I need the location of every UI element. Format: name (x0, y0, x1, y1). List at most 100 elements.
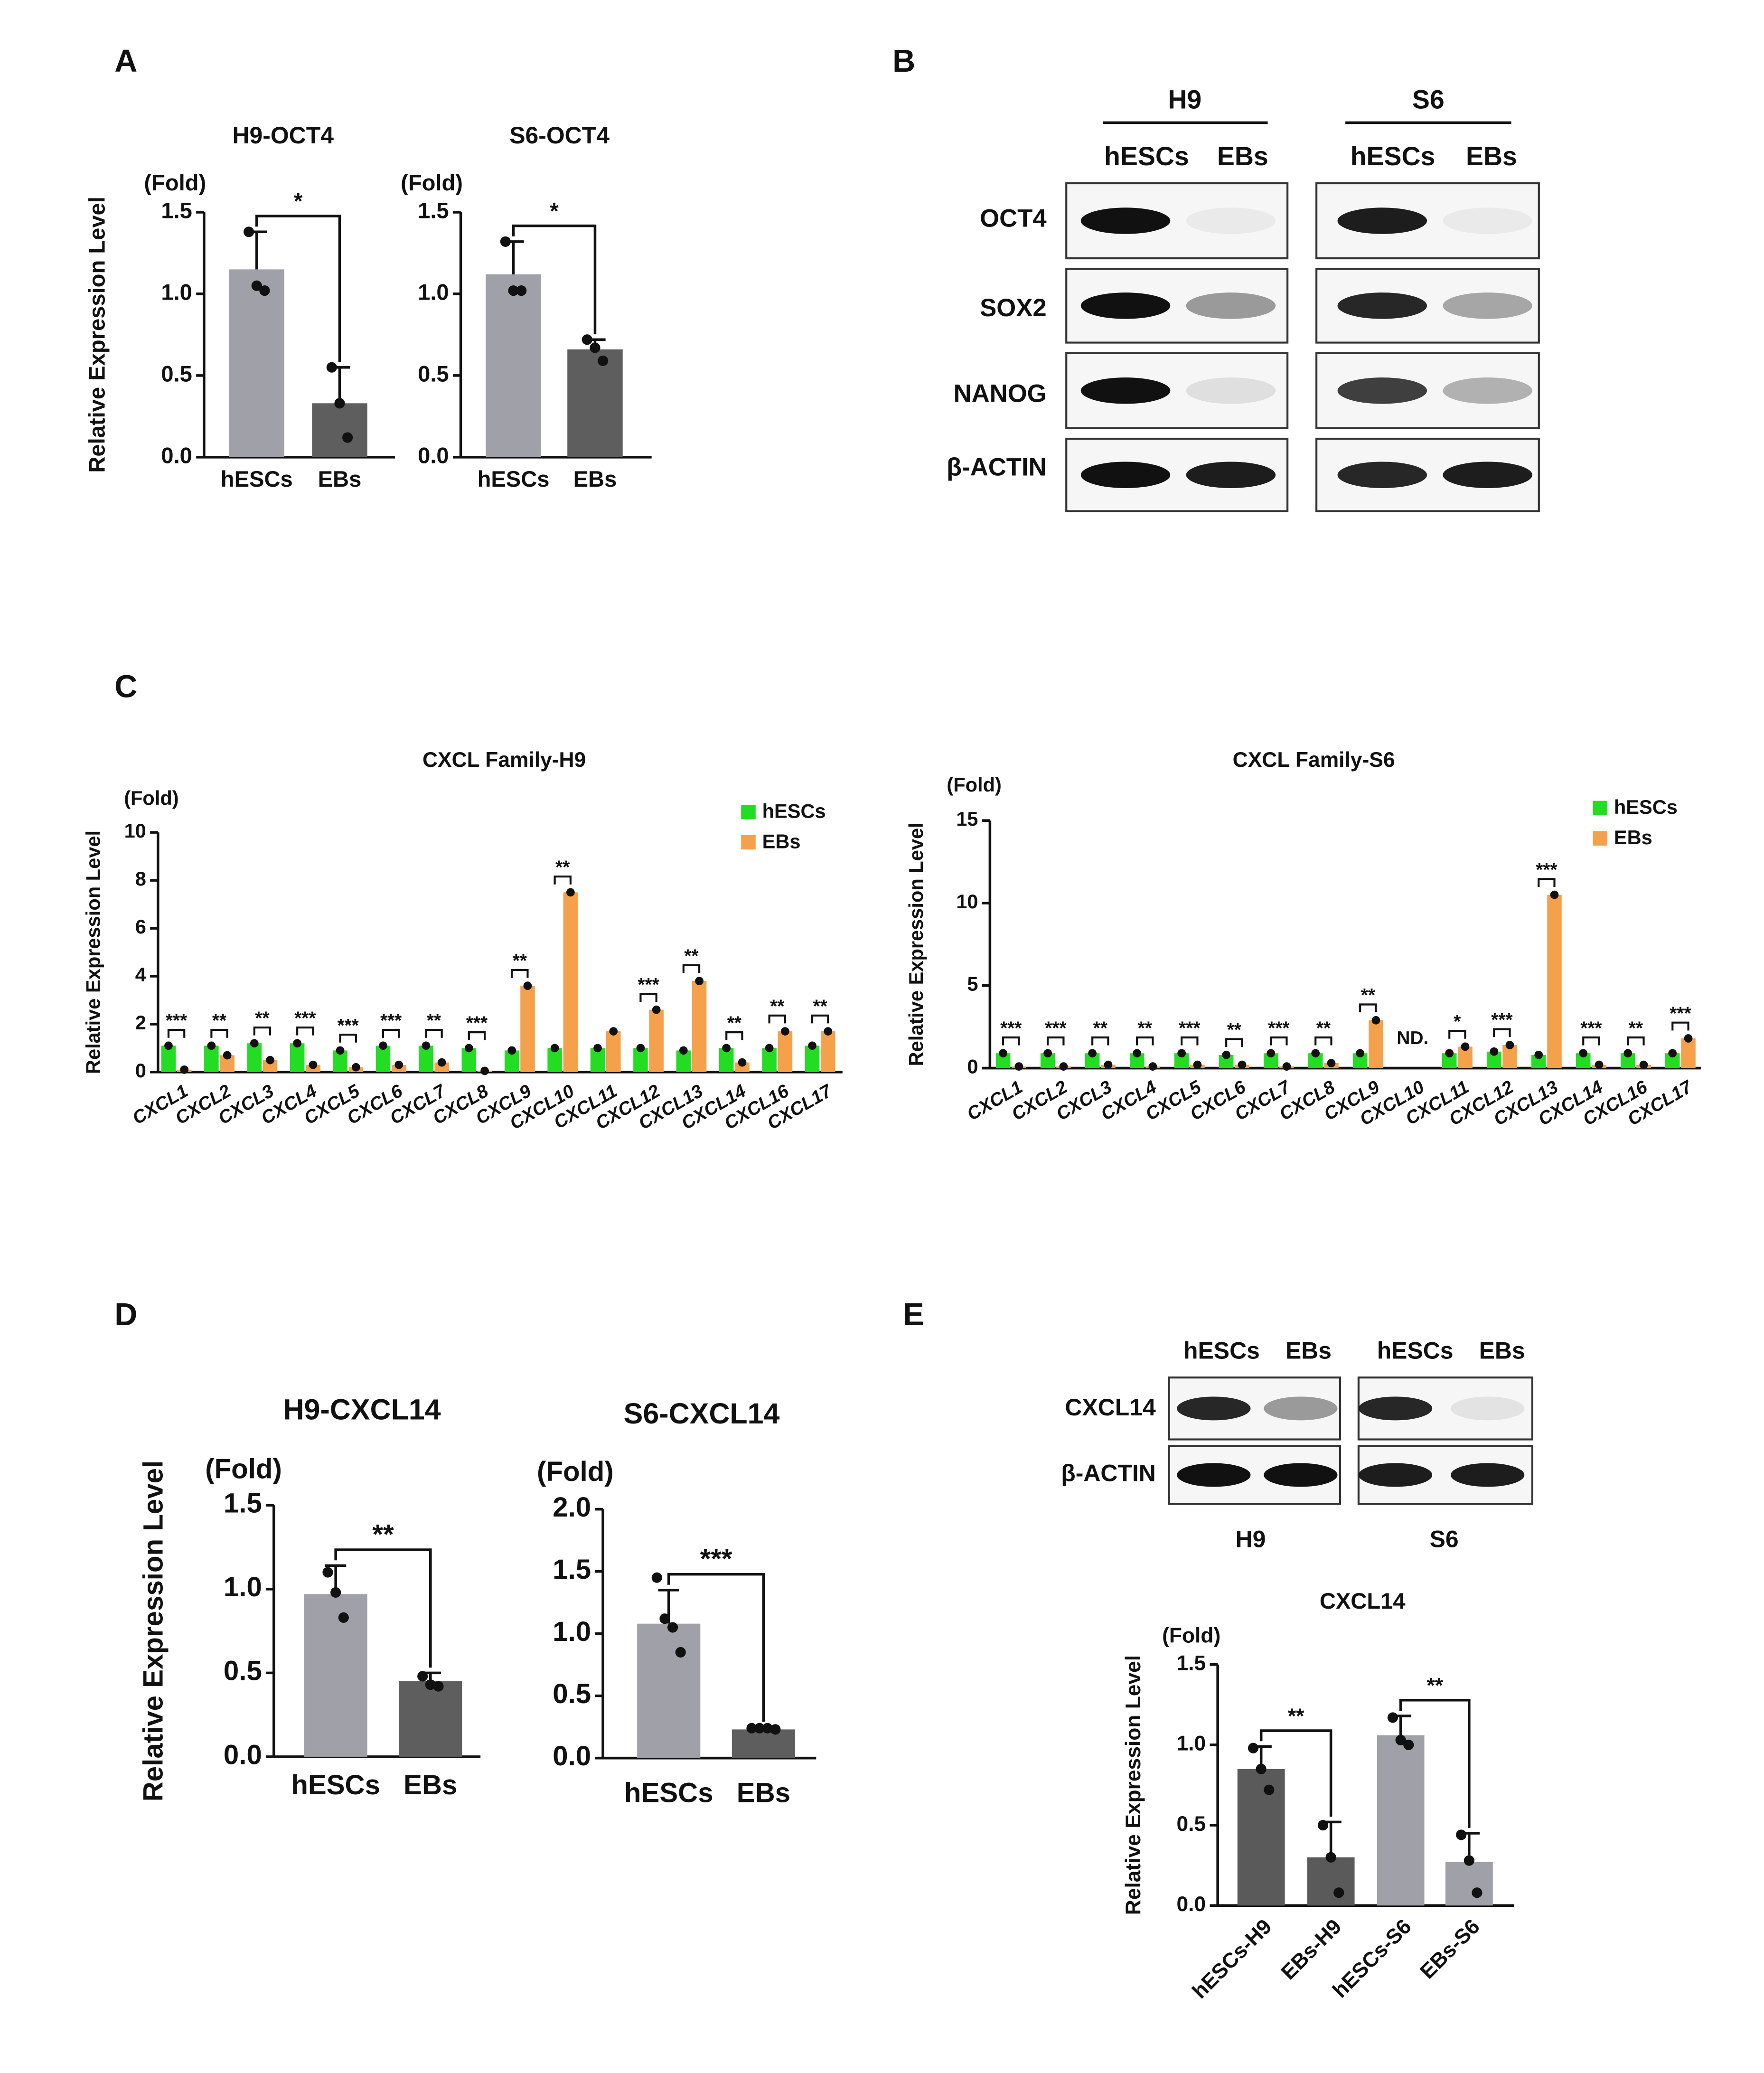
data-point (598, 355, 609, 367)
data-point (1472, 1887, 1483, 1898)
blot-row-label: OCT4 (980, 205, 1047, 233)
data-point (480, 1066, 489, 1075)
significance-bracket (382, 1028, 400, 1038)
panel-label: A (114, 44, 137, 79)
data-point (1267, 1049, 1276, 1058)
y-unit: (Fold) (1162, 1624, 1220, 1647)
legend-label: hESCs (1614, 796, 1678, 818)
significance-label: ** (1227, 1020, 1242, 1040)
data-point (379, 1041, 387, 1050)
data-point (1387, 1712, 1398, 1723)
panel-label: B (892, 44, 915, 79)
data-point (417, 1671, 428, 1682)
significance-bracket (512, 224, 597, 335)
significance-label: *** (1000, 1018, 1022, 1039)
data-point (425, 1679, 436, 1690)
data-point (1193, 1060, 1202, 1069)
y-tick-label: 1.0 (418, 279, 449, 304)
y-unit: (Fold) (144, 170, 206, 195)
data-point (500, 236, 511, 247)
chart-title: CXCL Family-S6 (1233, 748, 1395, 772)
bar (247, 1043, 262, 1072)
data-point (338, 1612, 349, 1623)
data-point (1104, 1060, 1113, 1069)
bar (419, 1046, 433, 1072)
bar (304, 1594, 367, 1757)
data-point (1014, 1062, 1023, 1071)
y-unit: (Fold) (205, 1454, 282, 1485)
data-point (1490, 1047, 1499, 1056)
y-tick-label: 0 (135, 1059, 146, 1082)
blot-band (1337, 462, 1427, 488)
data-point (566, 888, 575, 897)
significance-label: *** (380, 1011, 402, 1031)
significance-label: ** (513, 951, 527, 971)
data-point (582, 334, 592, 345)
blot-lane-label: EBs (1217, 141, 1268, 171)
data-point (590, 342, 601, 353)
significance-label: *** (166, 1011, 188, 1031)
y-tick-label: 1.0 (161, 279, 192, 304)
data-point (250, 1039, 259, 1048)
significance-bracket (1627, 1036, 1645, 1046)
blot-band (1443, 377, 1532, 404)
data-point (1317, 1820, 1329, 1831)
data-point (464, 1044, 473, 1053)
significance-label: *** (700, 1544, 732, 1574)
bar (434, 1062, 449, 1072)
panel-label: C (114, 669, 137, 704)
blot-band (1080, 207, 1171, 234)
x-tick-label: hESCs (624, 1778, 713, 1809)
data-point (593, 1044, 602, 1053)
significance-label: *** (1536, 860, 1558, 880)
significance-bracket (1047, 1036, 1065, 1046)
blot-group-label: S6 (1430, 1526, 1459, 1552)
significance-bracket (296, 1026, 314, 1036)
significance-bracket (554, 875, 572, 885)
data-point (322, 1567, 333, 1578)
data-point (1456, 1829, 1467, 1840)
significance-label: ND. (1397, 1028, 1428, 1048)
data-point (259, 285, 270, 296)
y-tick-label: 1.5 (224, 1488, 262, 1519)
significance-label: *** (466, 1013, 488, 1034)
data-point (1445, 1049, 1454, 1058)
blot-band (1264, 1396, 1338, 1421)
bar (732, 1729, 795, 1758)
data-point (516, 285, 527, 296)
y-tick-label: 2.0 (553, 1492, 591, 1523)
data-point (667, 1622, 678, 1633)
y-tick-label: 0.5 (224, 1656, 262, 1687)
data-point (770, 1724, 781, 1735)
data-point (351, 1063, 360, 1072)
significance-label: ** (372, 1519, 394, 1550)
blot-band (1186, 377, 1276, 404)
y-tick-label: 15 (956, 808, 978, 830)
significance-label: ** (684, 946, 699, 966)
significance-bracket (1448, 1030, 1466, 1039)
data-point (1623, 1049, 1633, 1058)
data-point (550, 1044, 559, 1053)
data-point (394, 1060, 403, 1069)
data-point (1403, 1739, 1414, 1751)
data-point (675, 1647, 686, 1658)
data-point (824, 1027, 833, 1036)
bar (649, 1009, 664, 1072)
data-point (1333, 1887, 1344, 1898)
data-point (1534, 1050, 1543, 1059)
significance-bracket (667, 1573, 765, 1722)
y-tick-label: 10 (956, 890, 978, 913)
y-tick-label: 4 (135, 963, 146, 986)
data-point (433, 1681, 444, 1692)
significance-bracket (1225, 1038, 1243, 1047)
data-point (1595, 1060, 1604, 1069)
chart-title: CXCL14 (1320, 1588, 1406, 1613)
legend-label: EBs (1614, 826, 1652, 848)
significance-bracket (468, 1031, 486, 1040)
blot-band (1337, 207, 1427, 234)
y-tick-label: 0.5 (553, 1678, 591, 1709)
panel-label: D (114, 1297, 137, 1332)
significance-label: ** (1093, 1018, 1108, 1039)
y-unit: (Fold) (537, 1456, 614, 1487)
significance-bracket (253, 1026, 272, 1036)
